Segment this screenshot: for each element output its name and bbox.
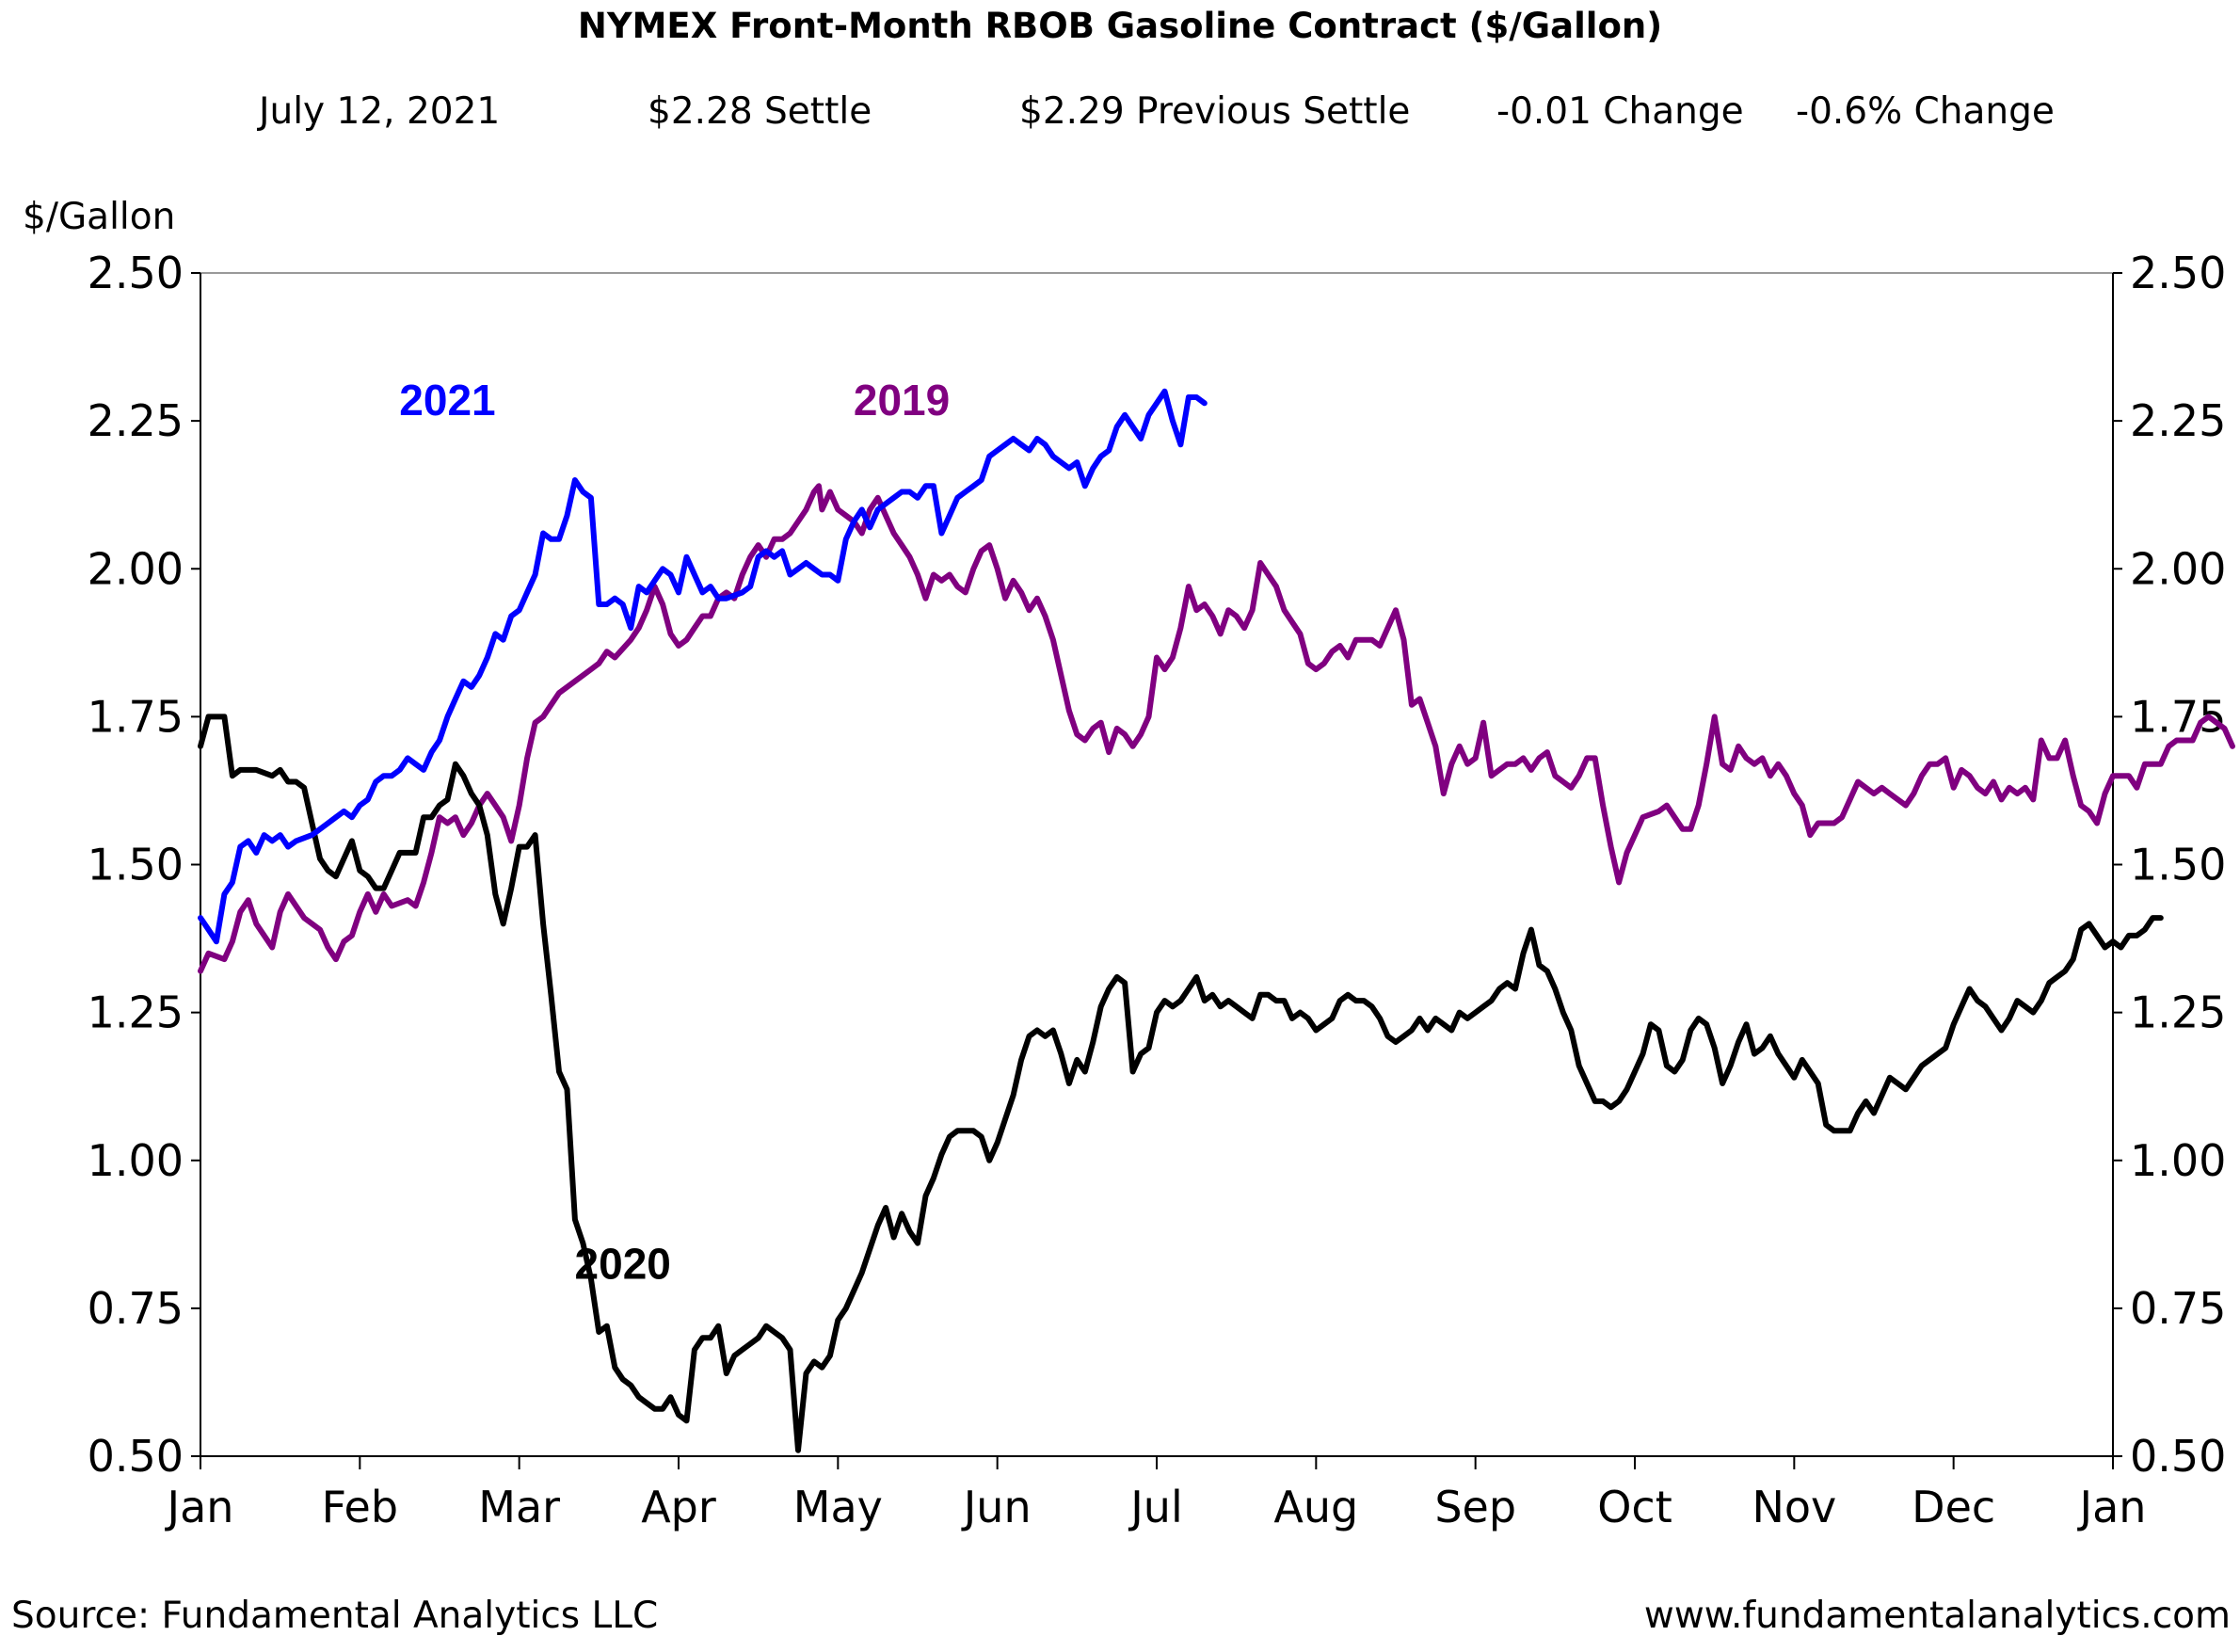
series-label-2020: 2020 xyxy=(575,1239,671,1288)
y-tick-label-right: 1.25 xyxy=(2130,987,2226,1038)
y-tick-label-right: 1.00 xyxy=(2130,1135,2226,1186)
series-layer xyxy=(198,388,2235,1453)
y-tick-label-right: 2.25 xyxy=(2130,395,2226,446)
chart-axes: 0.50 0.50 0.75 0.75 1.00 1.00 1.25 1.25 1.50 1.50… xyxy=(88,248,2227,1532)
x-tick-label: Jan xyxy=(2077,1482,2147,1532)
y-tick-label-right: 0.75 xyxy=(2130,1283,2226,1334)
y-tick-label-right: 2.00 xyxy=(2130,543,2226,594)
x-tick-label: Jun xyxy=(961,1482,1032,1532)
y-axis-label: $/Gallon xyxy=(23,196,176,238)
chart-title: NYMEX Front-Month RBOB Gasoline Contract… xyxy=(577,6,1663,46)
y-tick-label-right: 2.50 xyxy=(2130,248,2226,298)
x-tick-label: Dec xyxy=(1912,1482,1995,1532)
series-line-2019 xyxy=(198,483,2235,974)
y-tick-label-left: 1.25 xyxy=(88,987,184,1038)
x-tick-label: Nov xyxy=(1752,1482,1836,1532)
source-note: Source: Fundamental Analytics LLC xyxy=(11,1595,659,1637)
series-label-2019: 2019 xyxy=(854,376,950,425)
x-tick-label: Feb xyxy=(322,1482,398,1532)
percent-change: -0.6% Change xyxy=(1796,90,2055,133)
y-tick-label-right: 0.50 xyxy=(2130,1431,2226,1482)
series-labels: 2019 2020 2021 xyxy=(399,376,950,1289)
series-line-2020 xyxy=(198,714,2164,1453)
x-tick-label: Sep xyxy=(1434,1482,1516,1532)
plot-frame xyxy=(200,272,2114,1457)
previous-settle-price: $2.29 Previous Settle xyxy=(1019,90,1411,133)
x-tick-label: Oct xyxy=(1597,1482,1672,1532)
y-tick-label-right: 1.50 xyxy=(2130,840,2226,890)
series-label-2021: 2021 xyxy=(399,376,495,425)
settle-date: July 12, 2021 xyxy=(259,90,501,133)
y-tick-label-left: 1.00 xyxy=(88,1135,184,1186)
x-tick-label: May xyxy=(793,1482,883,1532)
x-tick-label: Mar xyxy=(478,1482,560,1532)
x-tick-label: Aug xyxy=(1273,1482,1358,1532)
y-tick-label-left: 2.50 xyxy=(88,248,184,298)
y-tick-label-left: 1.50 xyxy=(88,840,184,890)
y-tick-label-left: 0.50 xyxy=(88,1431,184,1482)
y-tick-label-left: 1.75 xyxy=(88,691,184,742)
x-tick-label: Jul xyxy=(1128,1482,1183,1532)
x-tick-label: Apr xyxy=(641,1482,716,1532)
y-tick-label-left: 2.25 xyxy=(88,395,184,446)
website: www.fundamentalanalytics.com xyxy=(1643,1595,2231,1637)
settle-price: $2.28 Settle xyxy=(648,90,872,133)
y-tick-label-left: 0.75 xyxy=(88,1283,184,1334)
price-change: -0.01 Change xyxy=(1496,90,1744,133)
x-tick-label: Jan xyxy=(165,1482,234,1532)
y-tick-label-left: 2.00 xyxy=(88,543,184,594)
series-line-2021 xyxy=(198,388,1208,945)
